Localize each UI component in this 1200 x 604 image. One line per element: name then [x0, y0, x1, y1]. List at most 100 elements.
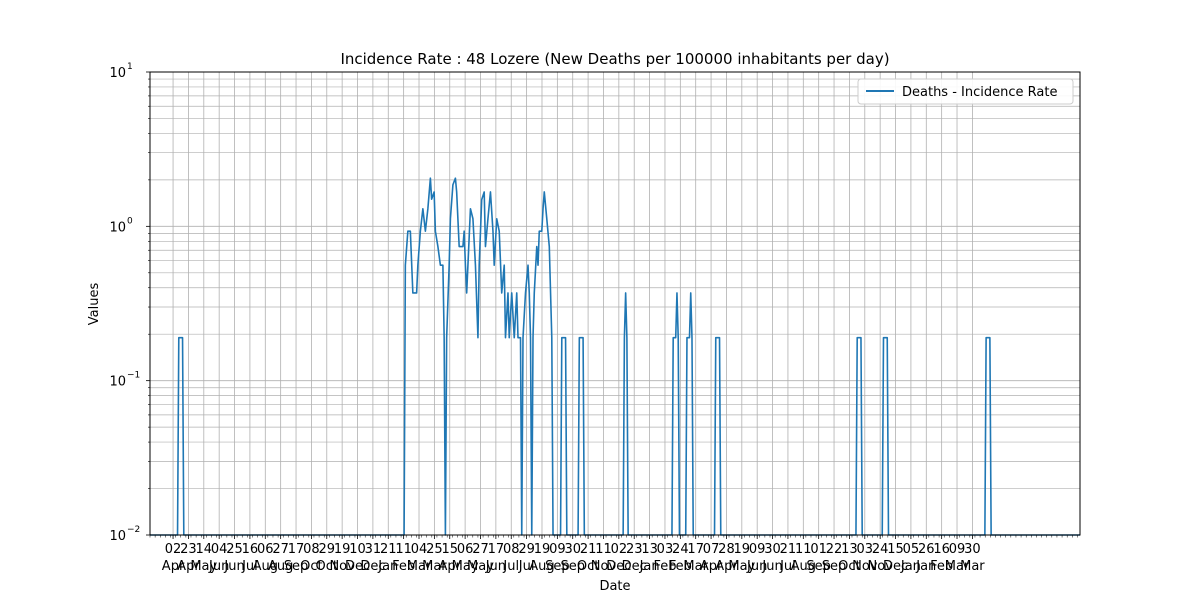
x-tick-month: Apr — [700, 559, 723, 574]
x-tick-day: 03 — [857, 542, 874, 557]
x-tick-day: 17 — [488, 542, 505, 557]
y-axis-title: Values — [87, 283, 102, 326]
legend-label: Deaths - Incidence Rate — [902, 85, 1057, 100]
x-tick-day: 14 — [196, 542, 213, 557]
x-tick-month: Feb — [392, 559, 415, 574]
x-tick-month: Sep — [822, 559, 847, 574]
x-tick-day: 19 — [534, 542, 551, 557]
grid-layer — [150, 72, 1080, 536]
x-axis: 02 Apr 23 Apr 14 May 04 Jun 25 Jun 16 Jul 06 Aug 27 Aug… — [149, 535, 1078, 574]
x-tick-month: Aug — [529, 559, 554, 574]
x-tick-day: 16 — [933, 542, 950, 557]
x-tick-month: Mar — [683, 559, 708, 574]
x-tick-month: Dec — [622, 559, 647, 574]
x-tick-day: 17 — [687, 542, 704, 557]
x-tick-day: 29 — [319, 542, 336, 557]
x-tick-day: 19 — [734, 542, 751, 557]
x-tick-day: 26 — [918, 542, 935, 557]
y-tick-label: 10 — [109, 529, 126, 544]
x-tick-month: Feb — [653, 559, 676, 574]
plot-area — [150, 72, 1080, 535]
x-tick-day: 16 — [242, 542, 259, 557]
x-tick-day: 25 — [226, 542, 243, 557]
x-tick-day: 30 — [964, 542, 981, 557]
x-tick-day: 07 — [703, 542, 720, 557]
series-layer — [150, 177, 1080, 536]
x-tick-month: Jul — [502, 559, 519, 574]
x-tick-month: Jun — [761, 559, 782, 574]
x-tick-day: 08 — [503, 542, 520, 557]
x-tick-day: 21 — [580, 542, 597, 557]
y-tick-label: 10 — [109, 220, 126, 235]
x-tick-month: Oct — [316, 559, 338, 574]
x-tick-day: 27 — [472, 542, 489, 557]
x-tick-day: 19 — [334, 542, 351, 557]
x-tick-day: 04 — [211, 542, 228, 557]
series-line-deaths-incidence — [150, 177, 1080, 536]
x-tick-day: 23 — [626, 542, 643, 557]
x-tick-month: Oct — [300, 559, 322, 574]
x-tick-day: 06 — [457, 542, 474, 557]
x-tick-month: May — [452, 559, 479, 574]
x-tick-month: Sep — [806, 559, 831, 574]
x-tick-month: Nov — [852, 559, 878, 574]
x-tick-day: 30 — [764, 542, 781, 557]
x-tick-month: Nov — [329, 559, 355, 574]
x-tick-day: 24 — [872, 542, 889, 557]
x-tick-day: 11 — [795, 542, 812, 557]
x-tick-day: 13 — [841, 542, 858, 557]
x-tick-month: Sep — [560, 559, 585, 574]
x-tick-day: 25 — [426, 542, 443, 557]
x-tick-day: 11 — [395, 542, 412, 557]
x-tick-month: Mar — [407, 559, 432, 574]
x-tick-day: 15 — [441, 542, 458, 557]
x-tick-day: 05 — [903, 542, 920, 557]
legend: Deaths - Incidence Rate — [857, 78, 1074, 105]
x-tick-day: 30 — [564, 542, 581, 557]
x-tick-month: Dec — [345, 559, 370, 574]
x-tick-day: 23 — [180, 542, 197, 557]
x-tick-day: 04 — [411, 542, 428, 557]
x-tick-day: 02 — [165, 542, 182, 557]
x-tick-day: 28 — [718, 542, 735, 557]
x-tick-day: 17 — [288, 542, 305, 557]
x-tick-day: 02 — [611, 542, 628, 557]
x-tick-month: Oct — [838, 559, 860, 574]
x-tick-month: Mar — [422, 559, 447, 574]
x-tick-day: 22 — [826, 542, 843, 557]
x-tick-month: Apr — [715, 559, 738, 574]
x-tick-month: Jul — [518, 559, 535, 574]
x-tick-month: Jan — [915, 559, 936, 574]
x-tick-day: 09 — [749, 542, 766, 557]
x-tick-day: 21 — [380, 542, 397, 557]
x-tick-month: Jul — [779, 559, 796, 574]
x-tick-month: Nov — [591, 559, 617, 574]
y-tick-label: 10 — [109, 66, 126, 81]
x-tick-month: Jun — [223, 559, 244, 574]
chart-title: Incidence Rate : 48 Lozere (New Deaths p… — [340, 50, 889, 68]
x-tick-day: 09 — [549, 542, 566, 557]
x-tick-day: 29 — [518, 542, 535, 557]
x-tick-day: 09 — [949, 542, 966, 557]
x-tick-month: Oct — [577, 559, 599, 574]
x-tick-day: 01 — [810, 542, 827, 557]
x-tick-day: 21 — [780, 542, 797, 557]
x-tick-month: Apr — [439, 559, 462, 574]
x-tick-day: 24 — [672, 542, 689, 557]
x-tick-day: 06 — [257, 542, 274, 557]
y-tick-label: 10 — [109, 375, 126, 390]
x-tick-month: Sep — [284, 559, 309, 574]
x-tick-month: Aug — [268, 559, 293, 574]
x-tick-month: Nov — [867, 559, 893, 574]
x-tick-month: Feb — [930, 559, 953, 574]
y-tick-exponent: −2 — [127, 525, 140, 535]
x-tick-month: Jun — [485, 559, 506, 574]
x-tick-month: Dec — [883, 559, 908, 574]
x-tick-month: Jun — [208, 559, 229, 574]
x-axis-title: Date — [599, 579, 630, 594]
y-tick-exponent: 0 — [127, 216, 133, 226]
x-tick-day: 11 — [595, 542, 612, 557]
